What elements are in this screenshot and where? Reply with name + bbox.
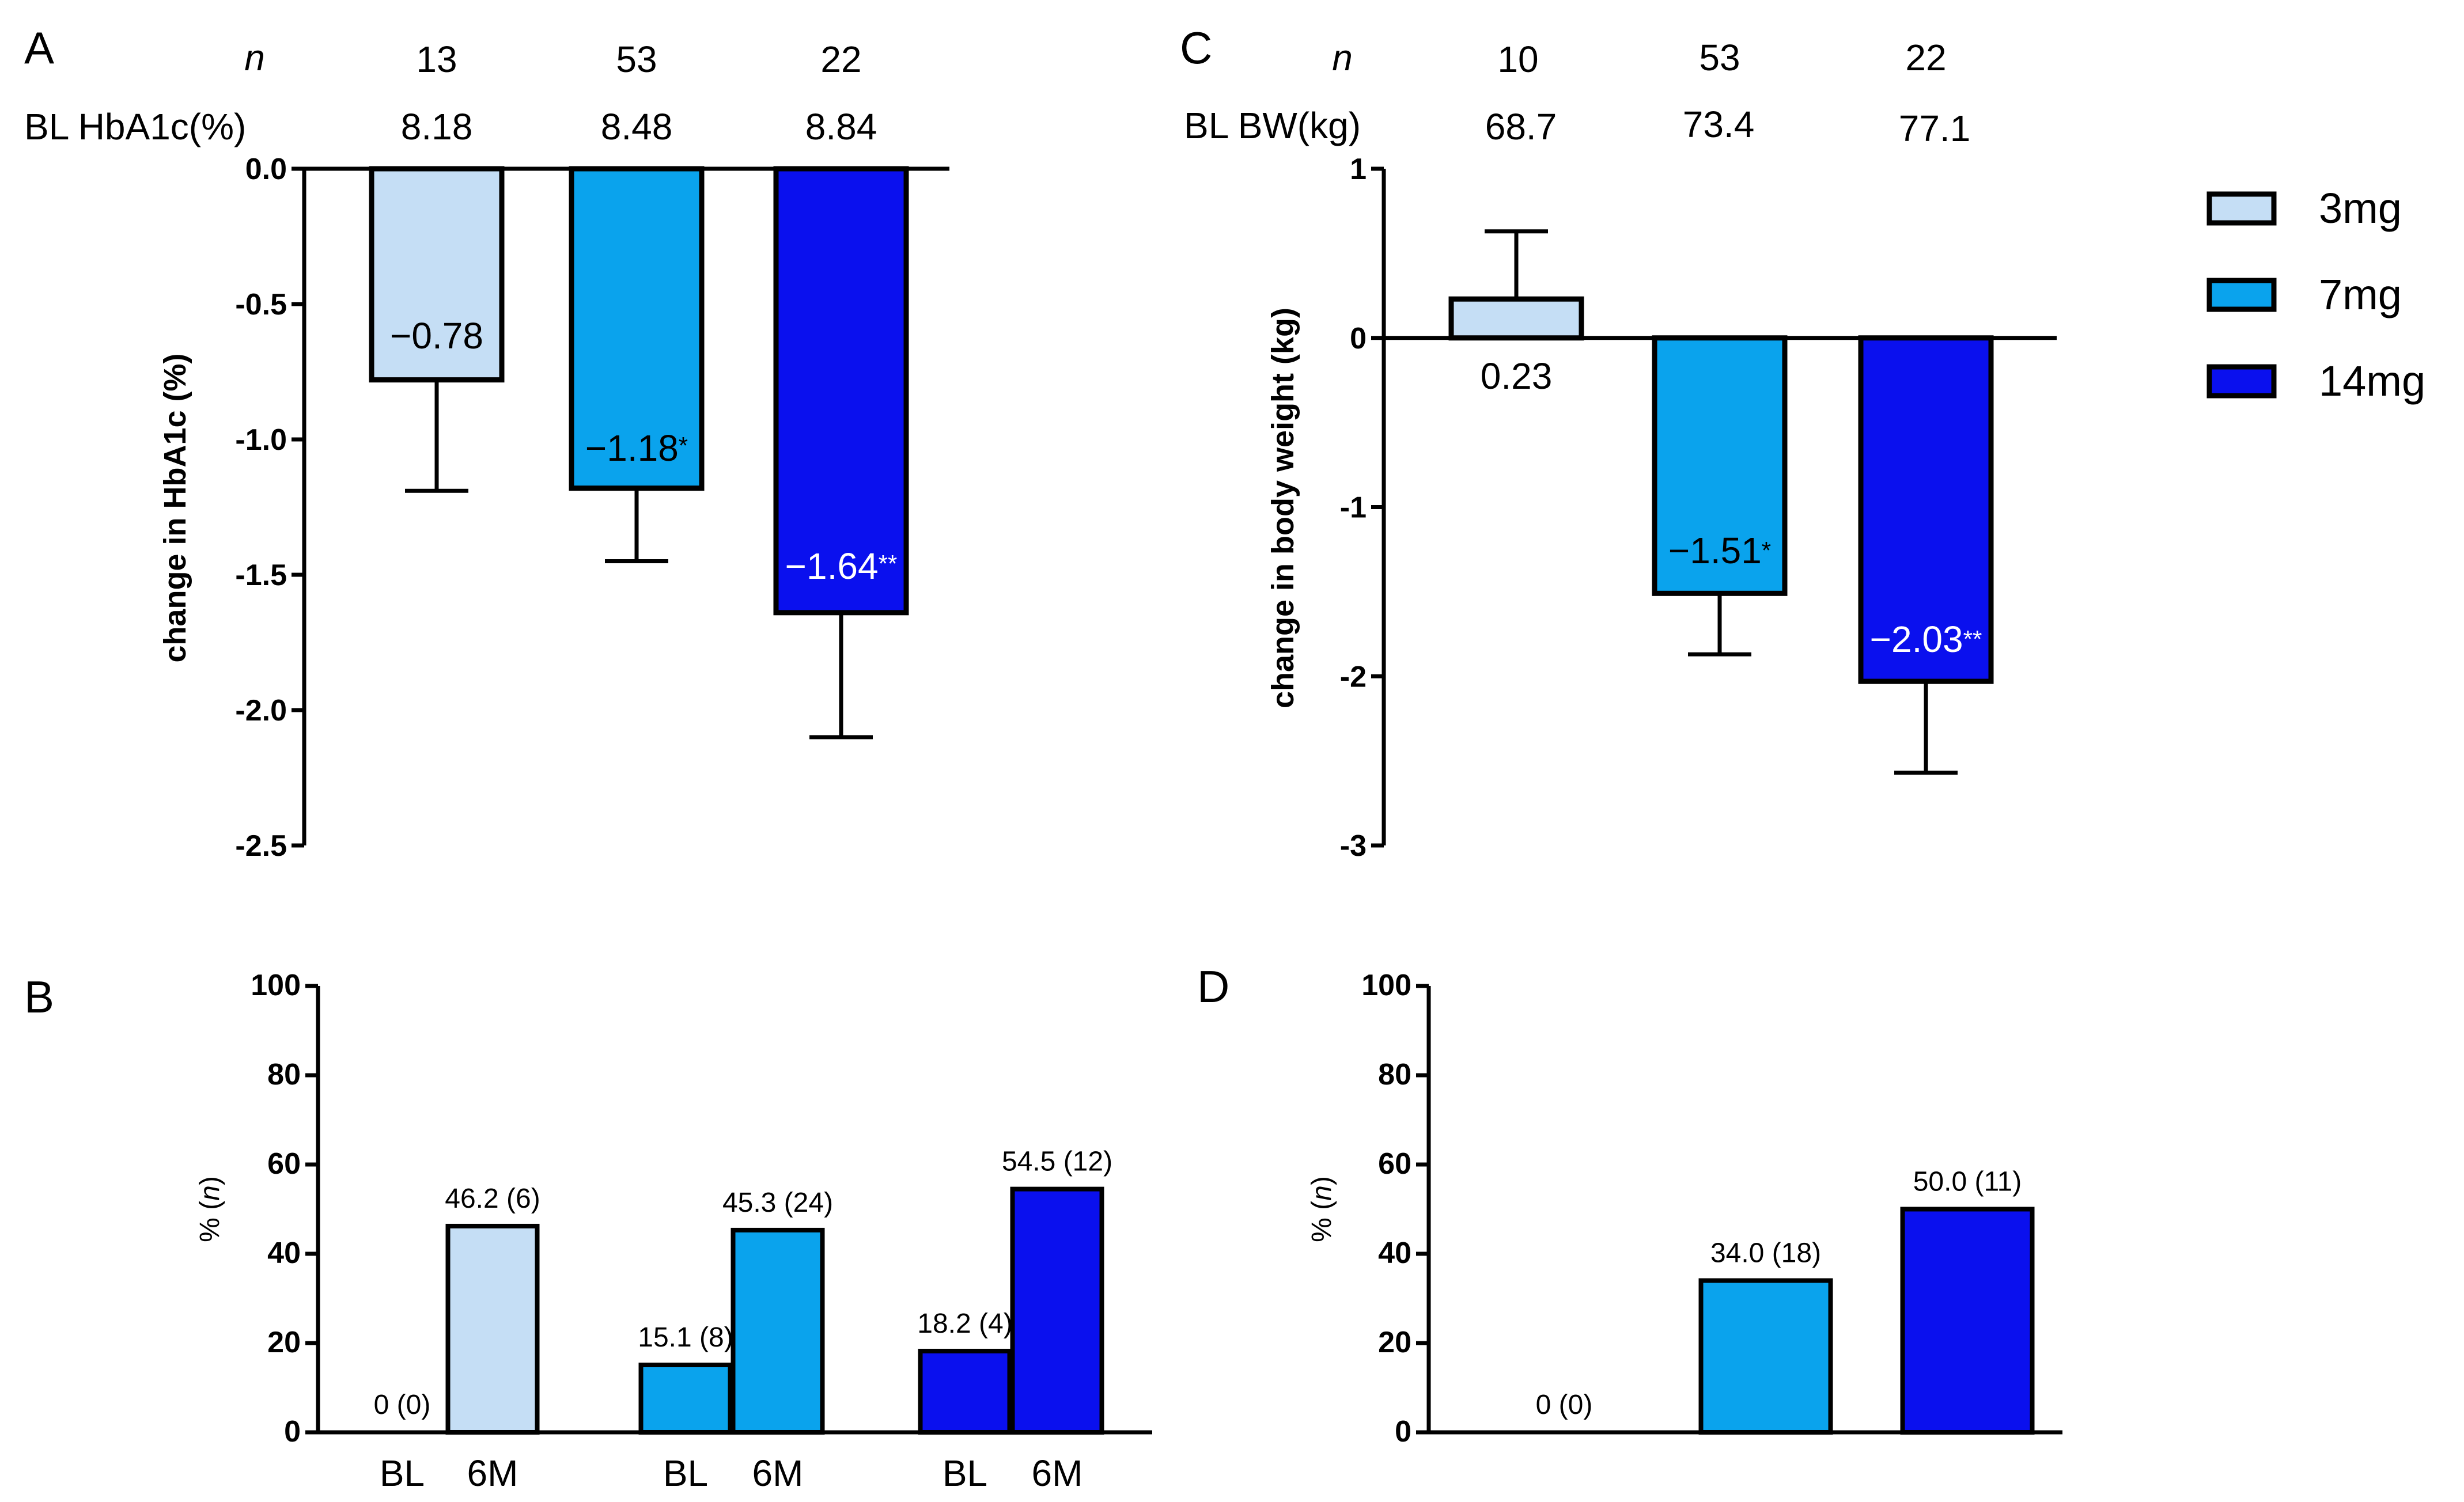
value-label-d-14mg: 50.0 (11) xyxy=(1913,1167,2022,1197)
y-tick-label-b: 20 xyxy=(267,1326,301,1359)
n-value-c-14mg: 22 xyxy=(1905,37,1946,78)
y-tick-label-d: 60 xyxy=(1378,1147,1411,1181)
value-label-b-7mg-6M: 45.3 (24) xyxy=(722,1188,833,1218)
y-tick-label-a: -2.0 xyxy=(235,694,287,727)
bar-a-14mg xyxy=(773,166,909,616)
value-label-a-7mg: −1.18* xyxy=(585,427,688,469)
bl-value-c-3mg: 68.7 xyxy=(1485,106,1557,147)
value-label-c-3mg: 0.23 xyxy=(1481,355,1553,397)
bar-b-14mg-6M xyxy=(1010,1186,1104,1435)
legend-swatch-14mg xyxy=(2206,364,2277,399)
y-tick-label-c: -3 xyxy=(1340,829,1367,863)
panel-letter-a: A xyxy=(24,22,54,73)
value-label-c-7mg: −1.51* xyxy=(1668,530,1771,571)
bl-value-a-3mg: 8.18 xyxy=(401,106,473,147)
n-label-a: n xyxy=(244,37,265,78)
value-label-d-3mg: 0 (0) xyxy=(1536,1390,1593,1420)
panel-letter-b: B xyxy=(24,972,54,1022)
n-value-c-7mg: 53 xyxy=(1699,37,1740,78)
bar-b-7mg-BL xyxy=(638,1362,733,1435)
bar-c-3mg xyxy=(1448,296,1584,341)
value-label-b-14mg-6M: 54.5 (12) xyxy=(1002,1147,1112,1177)
y-tick-label-b: 0 xyxy=(284,1415,301,1448)
bl-value-c-14mg: 77.1 xyxy=(1899,108,1971,149)
y-tick-label-a: -1.5 xyxy=(235,559,287,592)
x-label-b-7mg-6M: 6M xyxy=(752,1452,804,1494)
y-tick-label-a: -2.5 xyxy=(235,829,287,863)
value-label-b-14mg-BL: 18.2 (4) xyxy=(917,1308,1012,1339)
x-label-b-3mg-6M: 6M xyxy=(467,1452,518,1494)
y-tick-label-d: 100 xyxy=(1361,969,1411,1002)
legend-label-7mg: 7mg xyxy=(2319,271,2402,318)
value-label-b-3mg-BL: 0 (0) xyxy=(374,1390,431,1420)
bar-d-7mg xyxy=(1698,1278,1833,1435)
value-label-d-7mg: 34.0 (18) xyxy=(1710,1238,1821,1269)
y-axis-title-c: change in body weight (kg) xyxy=(1266,308,1300,708)
y-tick-label-c: -2 xyxy=(1340,660,1367,693)
n-value-a-3mg: 13 xyxy=(416,39,457,80)
y-tick-label-c: -1 xyxy=(1340,491,1367,525)
panel-letter-d: D xyxy=(1197,961,1229,1012)
bl-value-a-7mg: 8.48 xyxy=(601,106,673,147)
chart-b-target-hba1c: 0 20 40 60 80 100 % (n) 0 (0) BL 46.2 (6) 6M 15.1 (… xyxy=(195,969,1152,1494)
chart-c-weight-change: 1 0 -1 -2 -3 change in body weight (kg) 0.23 −1… xyxy=(1266,153,2057,863)
y-tick-label-a: -1.0 xyxy=(235,423,287,457)
legend: 3mg 7mg 14mg xyxy=(2206,184,2425,405)
legend-label-14mg: 14mg xyxy=(2319,357,2425,405)
y-tick-label-b: 100 xyxy=(251,969,301,1002)
y-tick-label-c: 0 xyxy=(1350,322,1367,355)
y-tick-label-b: 80 xyxy=(267,1058,301,1091)
bar-a-7mg xyxy=(569,166,705,491)
panel-letter-c: C xyxy=(1180,22,1212,73)
bar-d-14mg xyxy=(1900,1207,2035,1435)
value-label-b-7mg-BL: 15.1 (8) xyxy=(638,1322,733,1353)
y-tick-label-a: -0.5 xyxy=(235,288,287,321)
y-tick-label-d: 80 xyxy=(1378,1058,1411,1091)
bar-b-14mg-BL xyxy=(918,1348,1012,1435)
n-label-c: n xyxy=(1332,37,1353,78)
bl-label-a: BL HbA1c(%) xyxy=(24,106,246,147)
bl-value-a-14mg: 8.84 xyxy=(805,106,877,147)
y-tick-label-a: 0.0 xyxy=(245,153,287,186)
y-tick-label-d: 0 xyxy=(1395,1415,1411,1448)
bl-label-c: BL BW(kg) xyxy=(1184,105,1361,146)
y-axis-title-a: change in HbA1c (%) xyxy=(158,353,192,662)
bar-c-7mg xyxy=(1652,335,1788,596)
bl-value-c-7mg: 73.4 xyxy=(1683,104,1755,145)
bar-b-3mg-6M xyxy=(445,1223,540,1435)
chart-d-weight-loss-target: 0 20 40 60 80 100 % (n) 0 (0) 34.0 (18) 50.0 (11) xyxy=(1307,969,2062,1448)
y-tick-label-b: 40 xyxy=(267,1237,301,1270)
x-label-b-14mg-BL: BL xyxy=(943,1452,987,1494)
n-value-a-7mg: 53 xyxy=(616,39,657,80)
legend-swatch-7mg xyxy=(2206,278,2277,312)
x-label-b-7mg-BL: BL xyxy=(663,1452,708,1494)
n-value-a-14mg: 22 xyxy=(820,39,861,80)
bar-b-7mg-6M xyxy=(731,1227,825,1435)
value-label-a-3mg: −0.78 xyxy=(390,315,483,356)
y-tick-label-b: 60 xyxy=(267,1147,301,1181)
value-label-b-3mg-6M: 46.2 (6) xyxy=(445,1184,540,1214)
y-axis-title-b: % (n) xyxy=(195,1176,225,1242)
legend-label-3mg: 3mg xyxy=(2319,184,2402,232)
x-label-b-14mg-6M: 6M xyxy=(1032,1452,1083,1494)
y-tick-label-c: 1 xyxy=(1350,153,1367,186)
y-axis-title-d: % (n) xyxy=(1307,1176,1337,1242)
chart-a-hba1c-change: 0.0 -0.5 -1.0 -1.5 -2.0 -2.5 change in HbA1c (… xyxy=(158,153,949,863)
legend-swatch-3mg xyxy=(2206,191,2277,226)
y-tick-label-d: 20 xyxy=(1378,1326,1411,1359)
x-label-b-3mg-BL: BL xyxy=(380,1452,425,1494)
n-value-c-3mg: 10 xyxy=(1497,39,1538,80)
y-tick-label-d: 40 xyxy=(1378,1237,1411,1270)
